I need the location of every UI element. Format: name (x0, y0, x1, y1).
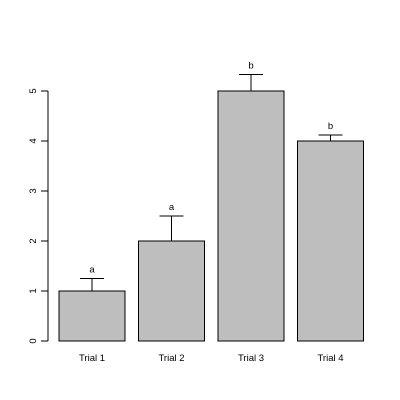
y-tick-label: 2 (28, 238, 39, 243)
y-axis: 0 1 2 3 4 5 (28, 88, 49, 344)
y-tick-label: 3 (28, 188, 39, 193)
bars (58, 90, 364, 342)
significance-letter: a (89, 265, 95, 276)
bar (58, 290, 126, 342)
category-label: Trial 2 (158, 353, 184, 364)
y-tick-label: 5 (28, 88, 39, 93)
significance-letters: a a b b (89, 61, 333, 276)
significance-letter: b (328, 121, 333, 132)
bar (297, 140, 364, 342)
significance-letter: b (248, 61, 253, 72)
y-tick-label: 0 (28, 338, 39, 343)
y-tick-label: 1 (28, 288, 39, 293)
bar (217, 90, 285, 342)
category-label: Trial 1 (79, 353, 105, 364)
y-tick-label: 4 (28, 138, 39, 143)
significance-letter: a (169, 202, 175, 213)
category-label: Trial 4 (317, 353, 343, 364)
error-bars (80, 74, 343, 291)
bar (138, 240, 205, 342)
x-axis-labels: Trial 1 Trial 2 Trial 3 Trial 4 (79, 353, 344, 364)
category-label: Trial 3 (238, 353, 264, 364)
